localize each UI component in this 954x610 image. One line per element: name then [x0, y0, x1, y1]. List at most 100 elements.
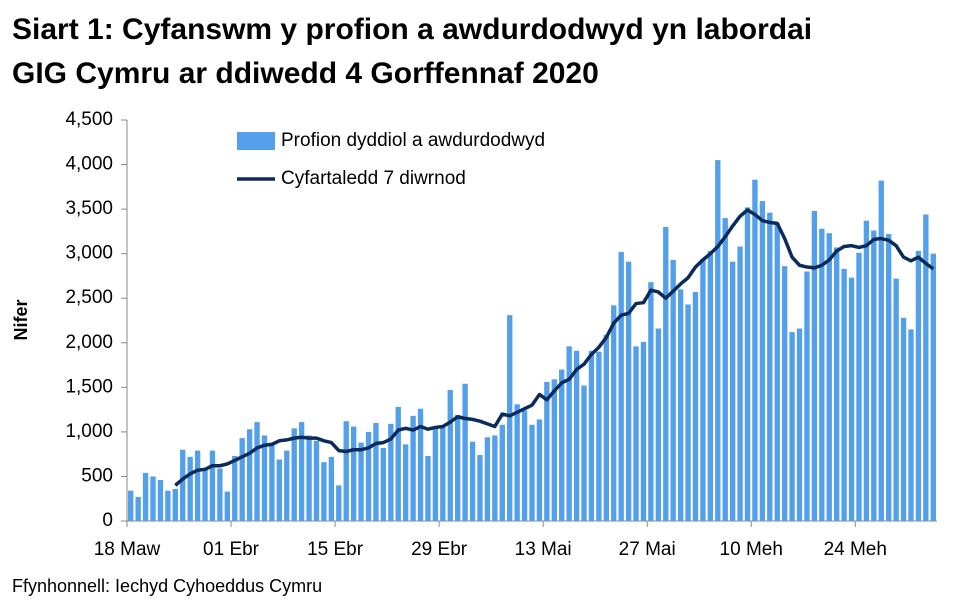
bar — [856, 252, 862, 521]
bar — [261, 435, 268, 521]
bar — [336, 485, 342, 521]
bar — [893, 278, 899, 521]
legend-swatch — [237, 132, 275, 150]
x-tick-label: 01 Ebr — [203, 539, 260, 560]
bar — [365, 431, 372, 521]
bar — [573, 350, 580, 521]
bar — [209, 450, 216, 521]
bar — [551, 379, 557, 521]
bar — [150, 476, 156, 521]
x-tick-label: 29 Ebr — [411, 539, 468, 560]
y-tick-label: 4,500 — [65, 109, 113, 130]
bar — [350, 426, 357, 521]
bar — [507, 315, 513, 521]
bar — [618, 251, 624, 521]
bar — [477, 455, 483, 521]
bar — [499, 424, 505, 521]
bar — [202, 469, 208, 521]
bar — [157, 480, 164, 521]
bar — [670, 259, 676, 521]
x-tick-label: 18 Maw — [94, 539, 161, 560]
line — [174, 208, 935, 487]
bar — [596, 351, 602, 521]
bar — [358, 442, 364, 521]
y-tick-label: 3,000 — [65, 243, 113, 264]
bar — [781, 266, 788, 521]
x-tick-label: 10 Meh — [720, 539, 783, 560]
bar — [804, 271, 810, 521]
bar — [180, 449, 186, 521]
bar — [559, 369, 565, 521]
bar — [811, 210, 818, 522]
source: Ffynhonnell: Iechyd Cyhoeddus Cymru — [12, 576, 322, 596]
bar — [908, 329, 914, 521]
bar — [915, 250, 922, 521]
bar — [484, 437, 491, 521]
bar — [759, 201, 766, 521]
bar — [269, 442, 275, 521]
bar — [722, 218, 728, 521]
bar — [298, 422, 305, 521]
bar — [306, 435, 312, 521]
bar — [291, 428, 297, 521]
bar — [633, 346, 639, 521]
bar — [648, 282, 654, 521]
bar — [871, 230, 877, 521]
bar — [395, 406, 401, 521]
y-tick-label: 1,000 — [65, 421, 113, 442]
bar — [603, 334, 609, 521]
bar — [142, 472, 149, 521]
bar — [276, 459, 283, 521]
bar — [930, 253, 936, 521]
bar — [625, 261, 632, 521]
bar — [566, 346, 572, 521]
bar — [863, 220, 870, 521]
bar — [737, 246, 743, 521]
bar — [900, 317, 907, 521]
bar — [135, 496, 141, 521]
bar — [841, 268, 847, 521]
bar — [410, 415, 416, 521]
bar — [380, 447, 387, 521]
bar — [128, 490, 134, 521]
bar — [165, 490, 171, 521]
bar — [447, 390, 453, 521]
y-tick-label: 4,000 — [65, 154, 113, 175]
bar — [677, 289, 684, 521]
bar — [774, 223, 780, 521]
bar — [425, 455, 431, 521]
bar — [685, 304, 691, 521]
bar — [640, 341, 647, 521]
bar — [796, 328, 803, 521]
bar — [700, 259, 706, 521]
bar — [284, 450, 290, 521]
bar — [172, 488, 178, 521]
bar — [388, 423, 394, 521]
bar — [581, 385, 587, 521]
bar — [194, 450, 201, 521]
x-tick-label: 13 Mai — [515, 539, 572, 560]
y-tick-label: 500 — [81, 465, 113, 486]
bar — [321, 462, 327, 521]
bar — [529, 424, 535, 521]
bar — [239, 438, 245, 521]
bar — [432, 427, 439, 521]
x-tick-label: 27 Mai — [619, 539, 676, 560]
bar — [744, 207, 751, 521]
bar — [923, 214, 929, 522]
bar — [313, 440, 320, 521]
y-tick-label: 2,500 — [65, 287, 113, 308]
bar — [224, 491, 230, 521]
chart-title: Siart 1: Cyfanswm y profion a awdurdodwy… — [12, 13, 813, 90]
bar — [886, 234, 892, 521]
legend-label: Cyfartaledd 7 diwrnod — [281, 168, 466, 189]
bar — [462, 383, 468, 521]
bar — [343, 421, 349, 521]
bar — [536, 419, 543, 521]
bar — [492, 435, 498, 521]
bar — [789, 332, 795, 521]
bar — [187, 456, 193, 521]
bar — [254, 422, 260, 521]
bar — [514, 404, 520, 521]
